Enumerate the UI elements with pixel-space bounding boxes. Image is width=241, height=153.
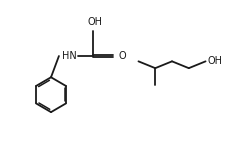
Text: HN: HN [62, 51, 76, 61]
Text: OH: OH [208, 56, 223, 66]
Text: O: O [119, 51, 126, 61]
Text: OH: OH [88, 17, 103, 27]
